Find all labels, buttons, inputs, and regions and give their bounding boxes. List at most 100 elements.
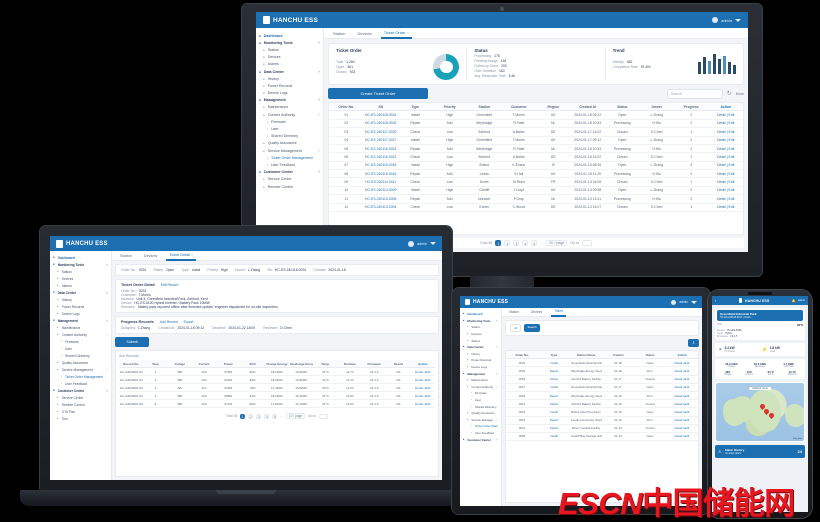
chevron-down-icon[interactable]: ˅: [106, 332, 108, 337]
table-row[interactable]: 04 HC-ES-240117-0027 Install High Greenfield…: [329, 136, 743, 145]
sidebar-item-station[interactable]: ● Station: [50, 268, 111, 275]
page-button-3[interactable]: 3: [256, 413, 262, 419]
column-header[interactable]: Action: [410, 360, 435, 368]
sidebar-item-shared-directory[interactable]: ▪ Shared Directory: [256, 133, 323, 140]
pagination[interactable]: Total 58 1 2 3 4 5... 20 / page Go to: [328, 238, 744, 248]
column-header[interactable]: Created At: [570, 103, 605, 112]
sidebar-item-data-center[interactable]: ■ Data Center ˅: [50, 289, 111, 296]
column-header[interactable]: Order No.: [506, 351, 538, 360]
page-button-3[interactable]: 3: [513, 240, 520, 246]
chevron-down-icon[interactable]: ˅: [496, 417, 498, 422]
sidebar-item-ticket-order-management[interactable]: ▪Ticket Order Management: [460, 423, 501, 430]
sidebar-item-device-logs[interactable]: ● Device Logs: [256, 90, 323, 97]
chevron-down-icon[interactable]: ˅: [496, 371, 498, 376]
user-label[interactable]: admin: [797, 299, 805, 302]
chevron-down-icon[interactable]: ˅: [496, 318, 498, 323]
brand-logo[interactable]: HANCHU ESS: [56, 239, 108, 248]
sidebar-item-customer-center[interactable]: ■ Customer Center ˅: [50, 387, 111, 394]
column-header[interactable]: Status: [634, 351, 666, 360]
chevron-down-icon[interactable]: ˅: [106, 318, 108, 323]
sidebar-item-dashboard[interactable]: ■ Dashboard: [256, 32, 323, 39]
sidebar-item-shared-directory[interactable]: ▪ Shared Directory: [50, 352, 111, 359]
table-row[interactable]: 0009 Install Cardiff Bay Storage Hub 01-14 O…: [506, 432, 698, 442]
table-row[interactable]: 02 HC-ES-240118-0032 Repair Mid Weybridge R.P…: [329, 119, 743, 129]
jump-to-page-input[interactable]: [318, 413, 328, 419]
sidebar-item-management[interactable]: ■ Management ˅: [50, 317, 111, 324]
chevron-down-icon[interactable]: ˅: [317, 98, 320, 103]
tab-station[interactable]: Station: [330, 29, 348, 38]
sidebar-item-data-center[interactable]: ■ Data Center ˅: [460, 344, 501, 351]
column-header[interactable]: Status: [605, 103, 640, 112]
chevron-down-icon[interactable]: ˅: [106, 290, 108, 295]
row-action-links[interactable]: Detail | Edit: [708, 119, 743, 129]
sidebar-item-shared-directory[interactable]: ▪ Shared Directory: [460, 403, 501, 410]
table-row[interactable]: 0018 Install Bristol Solar Plus Store 01-15…: [506, 407, 698, 417]
sidebar-item-quality-assurance[interactable]: ● Quality Assurance: [50, 359, 111, 366]
row-action-links[interactable]: Detail | Edit: [708, 186, 743, 196]
sidebar-item-service-management[interactable]: ●Service Management ˅: [50, 366, 111, 373]
page-button-1[interactable]: 1: [495, 240, 502, 246]
sidebar-item-user[interactable]: ▪ User: [460, 397, 501, 404]
row-action-links[interactable]: Detail | Edit: [666, 407, 698, 417]
sidebar-item-firmware[interactable]: ▪ Firmware: [50, 338, 111, 345]
sidebar[interactable]: ■ Dashboard ■ Monitoring Tools ˅ ● Station ● Dev…: [256, 28, 324, 252]
chevron-down-icon[interactable]: ˅: [317, 112, 320, 117]
sidebar-item-content-authority[interactable]: ● Content Authority ˅: [50, 331, 111, 338]
row-action-links[interactable]: Detail | Edit: [708, 144, 743, 154]
tab-devices[interactable]: Devices: [354, 29, 374, 38]
tab-station[interactable]: Station: [506, 308, 522, 316]
close-icon[interactable]: ×: [190, 252, 194, 257]
table-row[interactable]: HC-24011801-01 1 48V 12A 576W 82% 18.2kWh 16.5k…: [119, 367, 435, 376]
table-row[interactable]: HC-24011801-03 3 49V 11A 539W 79% 17.4kWh 15.9k…: [119, 383, 435, 392]
sidebar-item-devices[interactable]: ● Devices: [460, 331, 501, 338]
filter-chips[interactable]: All Search: [510, 324, 540, 332]
column-header[interactable]: SN: [363, 103, 398, 112]
station-map[interactable]: Ashford, Kent Map data: [716, 383, 804, 441]
sidebar-item-history[interactable]: ● History: [50, 296, 111, 303]
column-header[interactable]: Type: [538, 351, 570, 360]
page-button-2[interactable]: 2: [248, 413, 254, 419]
more-button[interactable]: More: [735, 91, 744, 96]
column-header[interactable]: Progress: [674, 103, 709, 112]
table-row[interactable]: HC-24011801-05 5 48V 12A 571W 80% 17.8kWh 16.1k…: [119, 399, 435, 408]
row-action-links[interactable]: Detail | Edit: [708, 177, 743, 187]
export-icon[interactable]: ⇩: [688, 339, 699, 347]
table-row[interactable]: 09 HC-ES-240114-0011 Check Low Dover M.Reed FR…: [329, 177, 743, 187]
column-header[interactable]: Created: [602, 351, 634, 360]
chevron-down-icon[interactable]: ˅: [496, 345, 498, 350]
sidebar[interactable]: ■ Dashboard ■ Monitoring Tools ˅ ● Station ● Dev…: [50, 251, 112, 480]
page-button-5[interactable]: 5: [531, 240, 538, 246]
table-row[interactable]: 0027 Install Greenfield Industrial Park 01-…: [506, 383, 698, 392]
column-header[interactable]: Step: [143, 360, 168, 368]
row-action-links[interactable]: Detail | Edit: [666, 424, 698, 433]
sidebar-item-alarms[interactable]: ● Alarms: [460, 337, 501, 344]
table-row[interactable]: 0016 Repair Leeds Community Storage 01-15 Pr…: [506, 416, 698, 425]
export-link[interactable]: Export: [183, 320, 194, 324]
edit-record-link[interactable]: Edit Record: [160, 283, 179, 287]
column-header[interactable]: Record No.: [119, 360, 144, 368]
sidebar-item-monitoring-tools[interactable]: ■ Monitoring Tools ˅: [50, 261, 111, 268]
sidebar-item-devices[interactable]: ● Devices: [50, 275, 111, 282]
page-button-4[interactable]: 4: [522, 240, 529, 246]
column-header[interactable]: Type: [398, 103, 433, 112]
bell-icon[interactable]: 🔔: [791, 298, 796, 303]
row-action-links[interactable]: Detail | Edit: [666, 416, 698, 425]
sidebar-item-ota-plan[interactable]: ● OTA Plan: [50, 408, 111, 415]
column-header[interactable]: Discharge Energy: [289, 360, 314, 368]
tab-ticket-detail[interactable]: Ticket Detail ×: [166, 251, 197, 261]
sidebar-item-tool[interactable]: ● Tool: [50, 415, 111, 422]
row-action-links[interactable]: Detail | Edit: [708, 110, 743, 120]
row-action-links[interactable]: Detail | Edit: [708, 203, 743, 212]
sidebar-item-history[interactable]: ● History: [460, 351, 501, 358]
sidebar-item-management[interactable]: ■ Management ˅: [460, 370, 501, 377]
sidebar-item-service-center[interactable]: ● Service Center: [256, 176, 323, 183]
sidebar-item-alarms[interactable]: ● Alarms: [50, 282, 111, 289]
sidebar-item-user-feedback[interactable]: ▪ User Feedback: [460, 430, 501, 437]
chevron-down-icon[interactable]: ˅: [317, 69, 320, 74]
column-header[interactable]: Region: [536, 103, 571, 112]
tab-bar[interactable]: Station Devices Ticket Order ×: [324, 28, 748, 39]
back-icon[interactable]: ‹: [715, 298, 717, 303]
tab-ticket-order[interactable]: Ticket Order ×: [380, 28, 412, 39]
table-row[interactable]: 08 HC-ES-240115-0016 Repair Mid Leeds S.Hall U…: [329, 169, 743, 179]
